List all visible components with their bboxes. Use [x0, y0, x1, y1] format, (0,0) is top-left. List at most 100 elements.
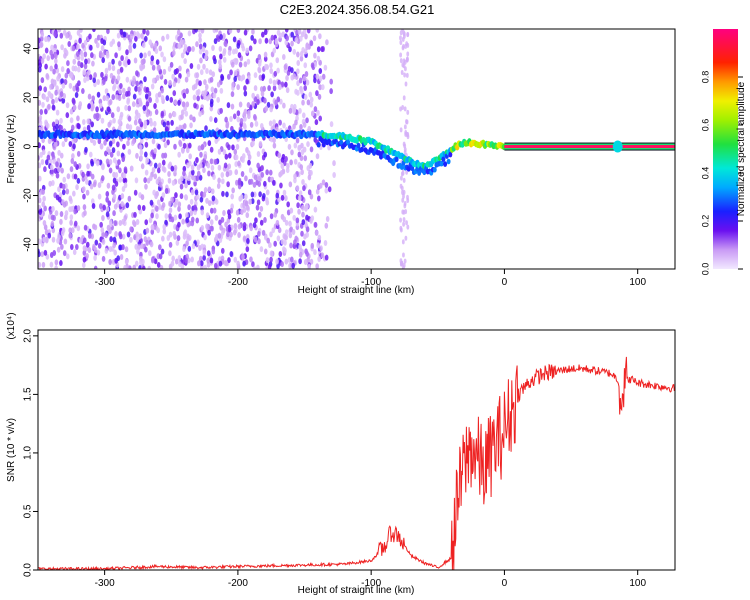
noise-speckle [199, 196, 204, 203]
noise-speckle [404, 235, 408, 241]
noise-speckle [175, 68, 179, 75]
spectrogram-noise-field [38, 29, 410, 269]
noise-speckle [75, 184, 79, 191]
noise-speckle [273, 70, 278, 77]
noise-speckle [117, 159, 121, 166]
noise-speckle [228, 29, 233, 34]
noise-speckle [313, 106, 318, 113]
noise-speckle [219, 224, 223, 231]
noise-speckle [69, 219, 73, 226]
noise-speckle [283, 247, 287, 254]
noise-speckle [403, 72, 407, 78]
noise-speckle [245, 78, 249, 85]
noise-speckle [241, 156, 245, 163]
noise-speckle [153, 258, 158, 265]
noise-speckle [63, 52, 67, 59]
noise-speckle [257, 238, 261, 245]
noise-speckle [181, 39, 186, 46]
noise-speckle [82, 118, 86, 125]
noise-speckle [140, 243, 144, 250]
noise-speckle [76, 29, 81, 36]
noise-speckle [218, 260, 223, 267]
noise-speckle [258, 191, 262, 198]
noise-speckle [270, 91, 274, 98]
noise-speckle [237, 231, 241, 238]
noise-speckle [108, 99, 113, 106]
noise-speckle [247, 154, 252, 161]
noise-speckle [325, 39, 329, 46]
noise-speckle [329, 121, 334, 128]
noise-speckle [66, 173, 71, 180]
noise-speckle [111, 138, 116, 145]
noise-speckle [251, 29, 255, 35]
noise-speckle [222, 33, 226, 40]
noise-speckle [139, 149, 144, 156]
noise-speckle [310, 215, 315, 222]
noise-speckle [86, 124, 91, 131]
noise-speckle [291, 262, 296, 269]
noise-speckle [293, 158, 298, 165]
noise-speckle [237, 223, 242, 230]
noise-speckle [83, 39, 88, 46]
noise-speckle [125, 202, 130, 209]
noise-speckle [275, 192, 280, 199]
noise-speckle [65, 32, 69, 39]
noise-speckle [277, 227, 282, 234]
noise-speckle [250, 34, 254, 41]
noise-speckle [185, 88, 189, 95]
noise-speckle [139, 144, 143, 151]
noise-speckle [244, 175, 248, 182]
noise-speckle [219, 33, 223, 40]
noise-speckle [163, 78, 168, 85]
noise-speckle [125, 123, 130, 130]
noise-speckle [43, 86, 48, 93]
noise-speckle [153, 42, 158, 49]
noise-speckle [284, 234, 289, 241]
noise-speckle [65, 188, 70, 195]
noise-speckle [121, 218, 125, 225]
noise-speckle [153, 173, 158, 180]
noise-speckle [84, 146, 88, 153]
noise-speckle [249, 178, 254, 185]
tone-band-core [504, 145, 675, 149]
noise-speckle [276, 235, 281, 242]
noise-speckle [239, 194, 244, 201]
signal-point [439, 160, 444, 167]
noise-speckle [280, 238, 285, 245]
noise-speckle [206, 162, 211, 169]
noise-speckle [137, 86, 141, 93]
noise-speckle [177, 255, 182, 262]
noise-speckle [402, 193, 405, 199]
noise-speckle [293, 239, 297, 246]
noise-speckle [261, 73, 266, 80]
noise-speckle [91, 202, 96, 209]
noise-speckle [318, 84, 322, 91]
noise-speckle [164, 219, 168, 226]
noise-speckle [274, 99, 278, 106]
noise-speckle [68, 227, 73, 234]
noise-speckle [170, 260, 175, 267]
noise-speckle [69, 108, 74, 115]
noise-speckle [226, 73, 231, 80]
noise-speckle [260, 171, 265, 178]
noise-speckle [147, 50, 152, 57]
noise-speckle [127, 195, 132, 202]
signal-point [316, 141, 321, 148]
noise-speckle [199, 57, 203, 64]
noise-speckle [125, 76, 130, 83]
noise-speckle [118, 176, 123, 183]
noise-speckle [224, 116, 228, 123]
noise-speckle [80, 54, 84, 61]
noise-speckle [212, 173, 216, 180]
noise-speckle [229, 115, 233, 122]
noise-speckle [66, 60, 70, 67]
noise-speckle [135, 70, 139, 77]
noise-speckle [38, 261, 42, 268]
noise-speckle [168, 161, 173, 168]
noise-speckle [304, 70, 309, 77]
noise-speckle [269, 62, 273, 69]
noise-speckle [300, 149, 305, 156]
noise-speckle [59, 91, 64, 98]
noise-speckle [317, 195, 321, 202]
noise-speckle [82, 245, 87, 252]
